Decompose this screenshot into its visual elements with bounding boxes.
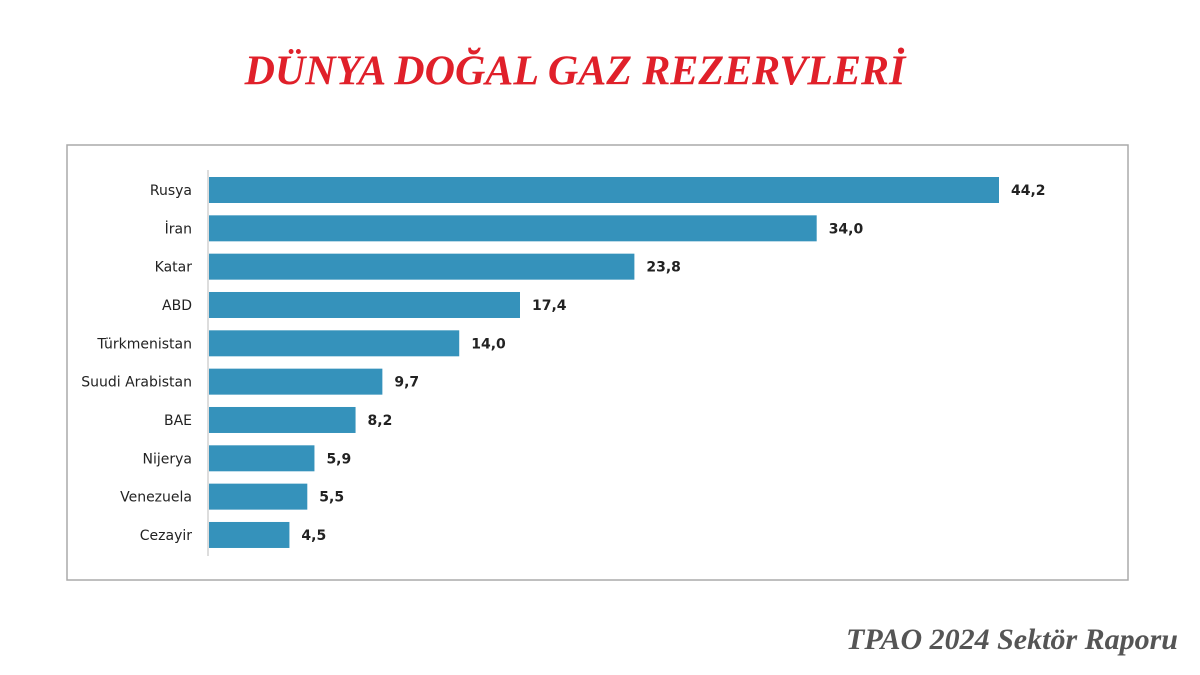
bar: [209, 406, 356, 433]
value-label: 5,9: [326, 451, 351, 467]
plot-frame: [66, 144, 1129, 581]
category-label: Cezayir: [140, 528, 192, 544]
category-label: İran: [165, 219, 192, 237]
value-label: 8,2: [368, 413, 393, 429]
bar: [209, 291, 520, 318]
category-label: BAE: [164, 413, 192, 429]
source-note: TPAO 2024 Sektör Raporu: [846, 623, 1178, 656]
category-label: Suudi Arabistan: [81, 375, 192, 391]
value-label: 14,0: [471, 336, 506, 352]
value-label: 5,5: [319, 490, 344, 506]
bar: [209, 368, 383, 395]
category-label: Rusya: [150, 183, 192, 199]
value-label: 4,5: [301, 528, 326, 544]
bar: [209, 483, 308, 510]
value-label: 34,0: [829, 221, 864, 237]
bar: [209, 521, 290, 548]
value-label: 9,7: [394, 375, 419, 391]
value-label: 44,2: [1011, 183, 1046, 199]
category-label: Venezuela: [120, 490, 192, 506]
category-label: ABD: [162, 298, 192, 314]
bar: [209, 177, 999, 203]
chart-title: DÜNYA DOĞAL GAZ REZERVLERİ: [244, 48, 907, 95]
bar: [209, 215, 817, 242]
bar: [209, 445, 315, 472]
value-label: 17,4: [532, 298, 567, 314]
value-label: 23,8: [646, 260, 681, 276]
bar: [209, 330, 460, 357]
category-label: Nijerya: [143, 451, 193, 467]
category-label: Türkmenistan: [96, 336, 192, 352]
bar: [209, 253, 635, 280]
category-label: Katar: [155, 260, 193, 276]
